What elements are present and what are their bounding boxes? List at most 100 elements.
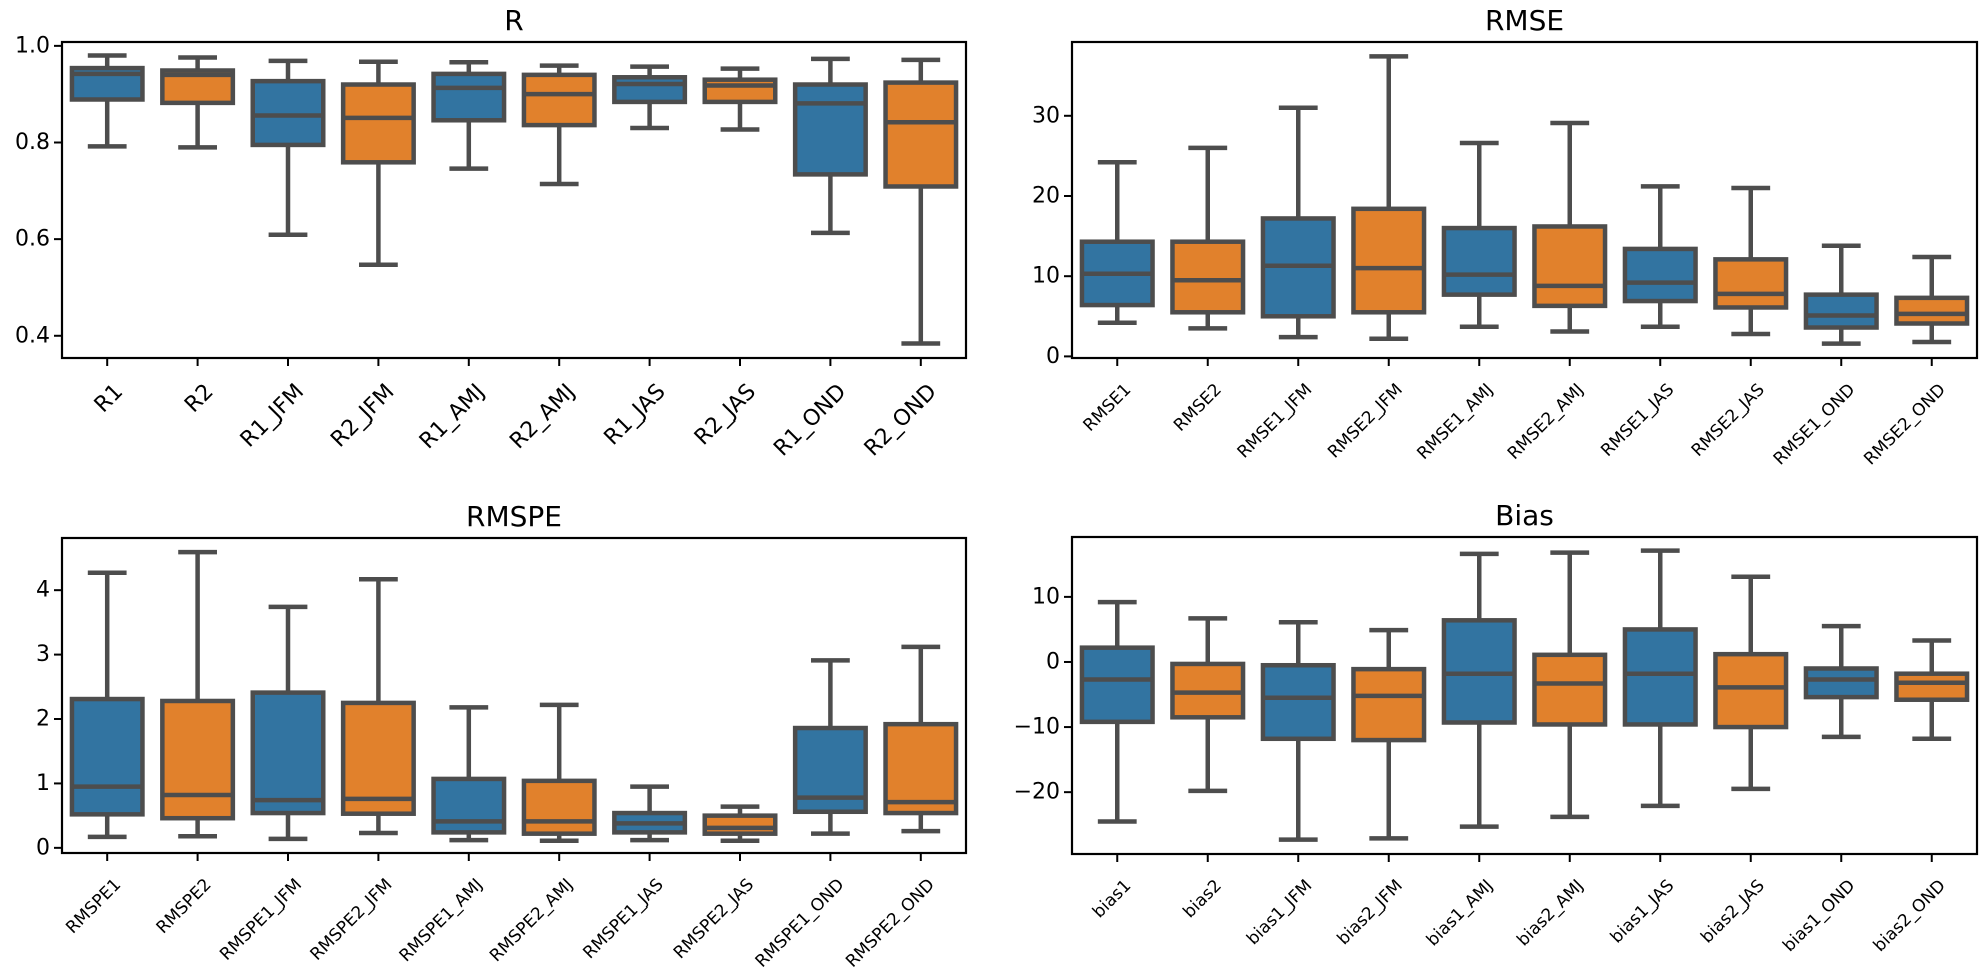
box-bias2_AMJ [1532, 550, 1608, 820]
iqr-box [340, 700, 416, 816]
iqr-box [69, 696, 145, 817]
box-R1_AMJ [431, 60, 507, 171]
box-RMSE1_AMJ [1441, 140, 1517, 329]
iqr-box [1713, 651, 1789, 730]
box-bias2_JFM [1351, 627, 1427, 841]
iqr-box [1260, 662, 1336, 742]
iqr-box [1441, 225, 1517, 297]
box-R1_JAS [612, 64, 688, 131]
box-RMSE2_AMJ [1532, 120, 1608, 334]
subplot-title: RMSE [1485, 4, 1564, 37]
box-RMSPE2_OND [883, 644, 959, 834]
x-tick-label: RMSPE2_JFM [307, 875, 397, 965]
y-tick-label: 0 [36, 835, 50, 860]
iqr-box [1079, 645, 1155, 725]
iqr-box [431, 776, 507, 835]
y-tick-label: 10 [1032, 264, 1060, 289]
box-RMSE1_JFM [1260, 105, 1336, 340]
y-tick-label: 1 [36, 771, 50, 796]
x-tick-label: RMSE1_OND [1770, 380, 1859, 469]
iqr-box [1441, 618, 1517, 725]
box-RMSE1_OND [1803, 243, 1879, 346]
box-RMSPE1_JFM [250, 604, 326, 842]
box-RMSE2 [1170, 145, 1246, 331]
y-tick-label: 3 [36, 642, 50, 667]
iqr-box [612, 75, 688, 105]
x-tick-label: RMSE2_OND [1860, 380, 1949, 469]
box-R2 [160, 55, 236, 150]
x-tick-label: R1_JFM [236, 379, 309, 452]
iqr-box [431, 71, 507, 123]
axes-frame [60, 40, 968, 360]
box-bias1_JFM [1260, 620, 1336, 842]
x-tick-label: R1_JAS [600, 379, 671, 450]
axes-frame [1070, 535, 1979, 856]
y-tick-label: 0 [1046, 344, 1060, 369]
iqr-box [702, 813, 778, 836]
x-tick-label: bias1_JFM [1243, 876, 1316, 949]
box-RMSPE2_AMJ [521, 702, 597, 844]
box-RMSPE2_JFM [340, 576, 416, 836]
x-tick-label: RMSPE2_AMJ [486, 875, 577, 966]
y-tick-label: 0.4 [15, 323, 50, 348]
iqr-box [1170, 239, 1246, 315]
x-tick-label: RMSPE1 [62, 875, 125, 938]
x-tick-label: RMSPE1_AMJ [396, 875, 487, 966]
x-tick-label: bias1_AMJ [1423, 876, 1498, 951]
box-RMSPE2_JAS [702, 804, 778, 844]
iqr-box [521, 778, 597, 836]
iqr-box [1351, 666, 1427, 743]
box-RMSE2_JFM [1351, 54, 1427, 342]
box-R1_JFM [250, 58, 326, 238]
box-bias2 [1170, 616, 1246, 794]
box-bias1 [1079, 599, 1155, 824]
y-tick-label: 10 [1032, 584, 1060, 609]
iqr-box [1894, 671, 1970, 702]
y-tick-label: 0.6 [15, 227, 50, 252]
x-tick-label: RMSPE1_JAS [579, 875, 667, 963]
box-RMSE1 [1079, 160, 1155, 325]
x-tick-label: R2_AMJ [505, 379, 580, 454]
y-tick-label: 1.0 [15, 33, 50, 58]
iqr-box [250, 78, 326, 148]
iqr-box [160, 698, 236, 821]
x-tick-label: RMSPE1_OND [752, 875, 849, 972]
x-tick-label: RMSE1_AMJ [1413, 380, 1497, 464]
x-tick-label: RMSE2_JAS [1688, 380, 1769, 461]
box-R2_JFM [340, 59, 416, 267]
iqr-box [883, 721, 959, 816]
iqr-box [1532, 224, 1608, 309]
x-tick-label: RMSE2 [1170, 380, 1226, 436]
box-bias1_JAS [1622, 548, 1698, 809]
subplot-title: R [504, 4, 523, 37]
y-tick-label: 0 [1046, 649, 1060, 674]
x-tick-label: RMSPE2 [153, 875, 216, 938]
iqr-box [1713, 257, 1789, 310]
iqr-box [1622, 627, 1698, 727]
subplot-title: Bias [1495, 499, 1554, 532]
box-RMSPE1_JAS [612, 784, 688, 843]
box-RMSE1_JAS [1622, 184, 1698, 329]
box-bias2_OND [1894, 638, 1970, 742]
y-tick-label: 20 [1032, 183, 1060, 208]
box-RMSPE1_OND [792, 658, 868, 836]
iqr-box [1351, 206, 1427, 315]
box-R2_JAS [702, 66, 778, 132]
iqr-box [1894, 295, 1970, 326]
box-R2_AMJ [521, 63, 597, 187]
box-bias1_AMJ [1441, 551, 1517, 829]
y-tick-label: 2 [36, 707, 50, 732]
x-tick-label: RMSPE1_JFM [216, 875, 306, 965]
x-tick-label: R1 [90, 379, 128, 417]
y-tick-label: 0.8 [15, 130, 50, 155]
r-subplot: R 0.4 0.6 0.8 1.0 R1 R2 R1_JFM R2_JFM R1_AMJ R2_A… [15, 4, 968, 461]
iqr-box [1803, 666, 1879, 700]
box-RMSE2_OND [1894, 254, 1970, 345]
x-tick-label: bias1_JAS [1607, 876, 1679, 948]
x-tick-label: R2 [180, 379, 218, 417]
x-tick-label: bias2_JAS [1697, 876, 1769, 948]
x-tick-label: R2_JAS [690, 379, 761, 450]
x-tick-label: bias1 [1089, 876, 1135, 922]
